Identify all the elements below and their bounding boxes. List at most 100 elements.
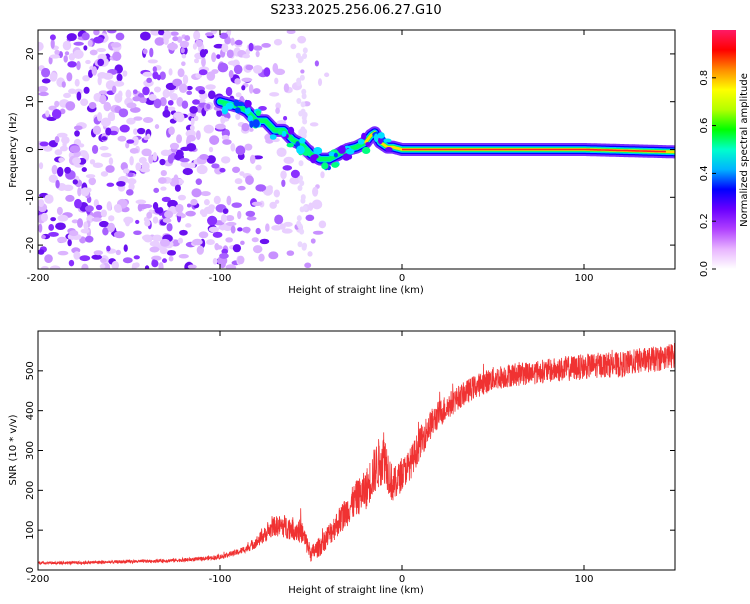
noise-blob [91, 254, 102, 260]
noise-blob [55, 222, 66, 230]
noise-blob [85, 59, 91, 65]
noise-blob [198, 69, 208, 76]
ridge-blob [361, 132, 367, 141]
noise-blob [99, 264, 106, 269]
noise-blob [305, 214, 315, 222]
noise-blob [312, 186, 319, 197]
noise-blob [207, 215, 218, 226]
noise-blob [299, 180, 305, 187]
noise-blob [56, 132, 68, 138]
noise-blob [142, 116, 154, 123]
noise-blob [185, 210, 196, 217]
noise-blob [181, 53, 187, 59]
noise-blob [154, 207, 164, 214]
noise-blob [283, 221, 293, 227]
noise-blob [245, 48, 250, 56]
colorbar-tick-label: 0.2 [699, 213, 710, 229]
noise-blob [172, 36, 179, 42]
noise-blob [163, 30, 172, 40]
noise-blob [241, 123, 250, 132]
noise-blob [135, 162, 142, 171]
noise-blob [122, 70, 128, 77]
colorbar-tick-label: 0.8 [699, 70, 710, 86]
noise-blob [186, 203, 192, 208]
noise-blob [48, 56, 53, 65]
ridge-blob [361, 146, 371, 155]
noise-blob [199, 154, 209, 160]
noise-blob [126, 102, 137, 109]
noise-blob [174, 184, 181, 192]
noise-blob [45, 110, 50, 118]
noise-blob [125, 89, 132, 99]
noise-blob [146, 77, 152, 83]
noise-blob [237, 227, 243, 232]
noise-blob [208, 146, 214, 153]
noise-blob [158, 30, 165, 36]
noise-blob [44, 194, 54, 204]
ridge-blob [337, 145, 346, 154]
noise-blob [274, 199, 280, 204]
noise-blob [237, 185, 246, 191]
noise-blob [142, 71, 153, 77]
noise-blob [113, 231, 125, 239]
noise-blob [258, 253, 265, 262]
noise-blob [232, 166, 241, 173]
noise-blob [58, 157, 65, 163]
noise-blob [148, 93, 157, 101]
noise-blob [88, 101, 97, 110]
noise-blob [275, 107, 280, 115]
noise-blob [81, 167, 87, 173]
noise-blob [166, 223, 173, 232]
noise-blob [169, 177, 180, 187]
noise-blob [81, 263, 89, 269]
noise-blob [268, 251, 279, 260]
noise-blob [212, 257, 218, 265]
noise-blob [92, 211, 104, 219]
noise-blob [111, 85, 117, 94]
noise-blob [133, 116, 143, 121]
noise-blob [296, 80, 302, 87]
ridge-blob [287, 126, 295, 135]
spectrogram-xlabel: Height of straight line (km) [288, 285, 424, 296]
noise-blob [188, 162, 196, 169]
noise-blob [105, 165, 115, 173]
noise-blob [40, 265, 49, 269]
noise-blob [275, 102, 281, 110]
noise-blob [43, 145, 53, 152]
noise-blob [122, 168, 130, 174]
noise-blob [93, 36, 104, 44]
noise-blob [286, 250, 295, 256]
noise-blob [259, 238, 270, 245]
noise-blob [227, 30, 232, 37]
noise-blob [38, 223, 43, 233]
noise-blob [98, 90, 108, 96]
noise-blob [100, 171, 109, 177]
spectrogram-ylabel: Frequency (Hz) [8, 112, 19, 188]
noise-blob [300, 69, 305, 74]
ridge-blob [245, 108, 251, 115]
noise-blob [255, 227, 261, 235]
noise-blob [167, 42, 178, 51]
noise-blob [38, 162, 44, 170]
noise-blob [142, 234, 153, 242]
noise-blob [244, 143, 253, 151]
noise-blob [38, 85, 48, 93]
noise-blob [41, 78, 51, 84]
noise-blob [152, 152, 158, 162]
noise-blob [111, 260, 120, 269]
noise-blob [192, 43, 198, 50]
noise-blob [83, 86, 90, 94]
noise-blob [234, 178, 243, 185]
noise-blob [92, 125, 102, 135]
noise-blob [64, 166, 71, 174]
noise-blob [225, 264, 237, 269]
noise-blob [64, 51, 70, 56]
noise-blob [38, 41, 44, 51]
noise-blob [142, 86, 150, 96]
noise-blob [180, 161, 189, 168]
noise-blob [168, 68, 173, 76]
y-tick-label: 0 [25, 146, 36, 152]
noise-blob [252, 64, 263, 74]
noise-blob [106, 245, 111, 252]
